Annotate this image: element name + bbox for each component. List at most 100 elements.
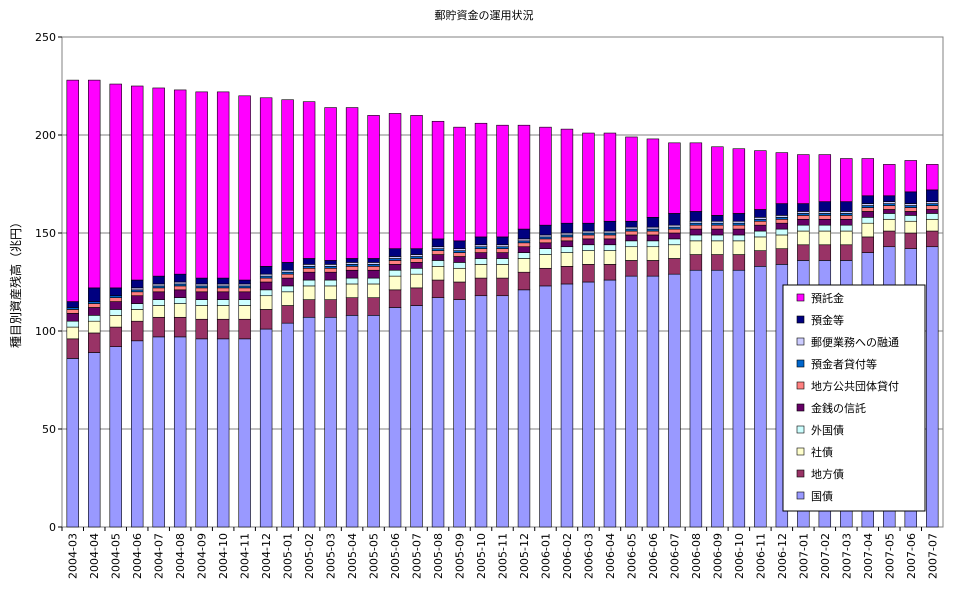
bar-segment [195, 287, 208, 293]
bar-segment [324, 299, 337, 318]
bar-segment [861, 158, 875, 197]
bar-segment [410, 287, 423, 306]
bar-segment [431, 238, 445, 248]
bar-segment [797, 203, 810, 212]
bar-segment [259, 328, 273, 528]
bar-segment [238, 287, 251, 293]
bar-segment [797, 218, 810, 226]
bar-segment [754, 224, 767, 232]
bar-segment [130, 309, 144, 322]
bar-segment [732, 224, 746, 230]
bar-segment [517, 246, 531, 253]
bar-segment [259, 295, 273, 310]
bar-segment [861, 222, 875, 238]
x-tick-label: 2007-01 [797, 533, 810, 579]
x-tick-label: 2005-07 [411, 533, 424, 579]
bar-segment [582, 244, 595, 251]
bars [66, 79, 939, 528]
bar-segment [926, 213, 939, 220]
bar-segment [453, 262, 466, 269]
bar-segment [66, 301, 79, 308]
bar-segment [840, 244, 853, 261]
legend-label: 地方公共団体貸付 [811, 379, 899, 393]
bar-segment [668, 213, 681, 226]
bar-segment [754, 266, 767, 528]
bar-segment [130, 291, 144, 297]
bar-segment [130, 295, 144, 304]
bar-segment [302, 101, 316, 259]
bar-segment [496, 236, 509, 246]
bar-segment [345, 266, 359, 271]
bar-segment [625, 220, 638, 228]
bar-segment [109, 301, 122, 310]
x-tick-label: 2004-04 [88, 533, 101, 579]
bar-segment [625, 234, 638, 242]
x-tick-label: 2007-07 [926, 533, 939, 579]
bar-segment [689, 240, 703, 255]
x-tick-label: 2004-12 [260, 533, 273, 579]
bar-segment [324, 271, 337, 281]
bar-segment [324, 107, 337, 261]
bar-segment [646, 230, 660, 236]
bar-segment [152, 316, 165, 338]
bar-segment [109, 315, 122, 328]
x-tick-label: 2004-07 [153, 533, 166, 579]
bar-segment [711, 224, 724, 230]
bar-segment [324, 279, 337, 287]
bar-segment [603, 244, 617, 251]
bar-segment [474, 248, 488, 253]
bar-segment [603, 234, 617, 240]
bar-segment [775, 222, 789, 230]
legend-swatch [796, 293, 805, 302]
bar-segment [367, 269, 380, 279]
bar-segment [646, 217, 660, 228]
x-tick-label: 2005-10 [475, 533, 488, 579]
x-tick-label: 2007-02 [819, 533, 832, 579]
bar-segment [130, 85, 144, 281]
y-tick-label: 200 [35, 129, 56, 142]
bar-segment [474, 264, 488, 279]
bar-segment [410, 262, 423, 269]
bar-segment [754, 209, 767, 218]
x-tick-label: 2006-09 [711, 533, 724, 579]
bar-segment [345, 107, 359, 259]
y-axis-label: 種目別資産残高（兆円） [8, 216, 23, 348]
x-tick-label: 2006-10 [733, 533, 746, 579]
bar-segment [88, 315, 101, 322]
bar-segment [582, 132, 595, 224]
bar-segment [625, 230, 638, 236]
bar-segment [345, 277, 359, 285]
bar-segment [582, 250, 595, 265]
legend-swatch [796, 359, 805, 368]
x-tick-label: 2004-05 [110, 533, 123, 579]
legend-box [782, 284, 926, 512]
bar-segment [711, 254, 724, 271]
bar-segment [496, 295, 509, 528]
x-tick-label: 2005-04 [346, 533, 359, 579]
bar-segment [861, 207, 875, 212]
bar-segment [195, 305, 208, 320]
bar-segment [646, 240, 660, 248]
bar-segment [625, 246, 638, 261]
bar-segment [431, 260, 445, 267]
bar-segment [388, 307, 402, 528]
bar-segment [926, 189, 939, 202]
bar-segment [646, 260, 660, 277]
bar-segment [66, 79, 79, 302]
bar-segment [732, 269, 746, 528]
bar-segment [496, 248, 509, 253]
bar-segment [732, 148, 746, 214]
bar-segment [195, 318, 208, 340]
x-tick-label: 2006-01 [539, 533, 552, 579]
bar-segment [517, 242, 531, 248]
bar-segment [152, 275, 165, 285]
legend-label: 外国債 [811, 423, 844, 437]
bar-segment [453, 267, 466, 283]
bar-segment [195, 91, 208, 279]
bar-segment [195, 299, 208, 306]
bar-segment [926, 218, 939, 232]
bar-segment [668, 273, 681, 528]
bar-segment [926, 230, 939, 248]
x-tick-label: 2004-09 [196, 533, 209, 579]
